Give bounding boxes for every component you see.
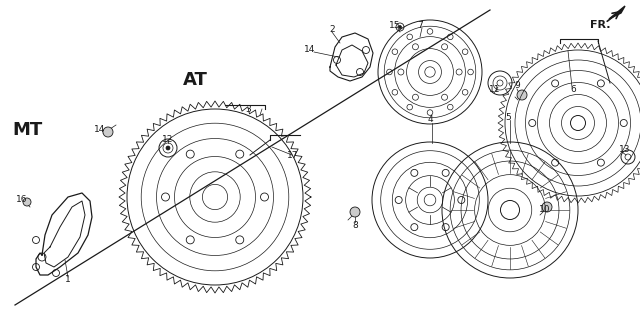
Text: 17: 17	[287, 151, 299, 159]
Text: 1: 1	[65, 276, 71, 284]
Text: 11: 11	[489, 85, 500, 94]
Text: MT: MT	[13, 121, 43, 139]
Circle shape	[399, 26, 401, 28]
Text: 10: 10	[540, 205, 551, 215]
Text: 13: 13	[620, 146, 631, 154]
Text: 16: 16	[16, 196, 28, 204]
Circle shape	[103, 127, 113, 137]
Text: 8: 8	[352, 220, 358, 230]
Text: AT: AT	[182, 71, 207, 89]
Circle shape	[350, 207, 360, 217]
Circle shape	[23, 198, 31, 206]
Text: 15: 15	[389, 20, 401, 30]
Text: 14: 14	[94, 125, 106, 135]
Text: 5: 5	[505, 112, 511, 122]
Circle shape	[166, 146, 170, 150]
Text: 4: 4	[427, 116, 433, 124]
Text: 3: 3	[245, 106, 251, 114]
Text: 6: 6	[570, 85, 576, 94]
Text: 12: 12	[163, 135, 173, 145]
Polygon shape	[609, 6, 625, 19]
Circle shape	[542, 202, 552, 212]
Text: 14: 14	[304, 45, 316, 54]
Text: FR.: FR.	[590, 20, 611, 30]
Text: 7: 7	[417, 20, 423, 30]
Text: 2: 2	[329, 26, 335, 35]
Text: 9: 9	[514, 81, 520, 89]
Circle shape	[517, 90, 527, 100]
